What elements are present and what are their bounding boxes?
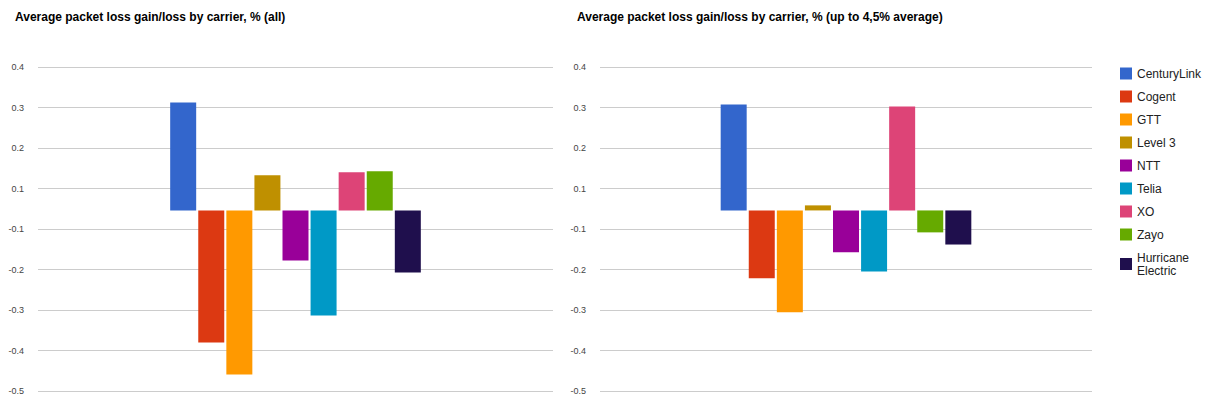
svg-text:Telia: Telia — [1137, 182, 1162, 196]
svg-text:Zayo: Zayo — [1137, 228, 1164, 242]
svg-text:-0.2: -0.2 — [8, 265, 24, 275]
svg-text:0.2: 0.2 — [11, 143, 24, 153]
svg-text:-0.3: -0.3 — [8, 305, 24, 315]
svg-text:Average packet loss gain/loss: Average packet loss gain/loss by carrier… — [15, 10, 285, 24]
svg-text:-0.5: -0.5 — [570, 386, 586, 396]
svg-text:-0.1: -0.1 — [570, 224, 586, 234]
svg-text:-0.4: -0.4 — [570, 346, 586, 356]
svg-text:Hurricane: Hurricane — [1137, 251, 1192, 265]
svg-text:0.1: 0.1 — [573, 184, 586, 194]
svg-text:-0.3: -0.3 — [570, 305, 586, 315]
svg-text:0.2: 0.2 — [573, 143, 586, 153]
svg-text:-0.4: -0.4 — [8, 346, 24, 356]
svg-text:0.3: 0.3 — [11, 103, 24, 113]
svg-text:-0.2: -0.2 — [570, 265, 586, 275]
svg-text:0.1: 0.1 — [11, 184, 24, 194]
svg-text:Electric: Electric — [1137, 264, 1176, 278]
svg-text:0.3: 0.3 — [573, 103, 586, 113]
svg-text:Average packet loss gain/loss: Average packet loss gain/loss by carrier… — [577, 10, 943, 24]
svg-text:Level 3: Level 3 — [1137, 136, 1176, 150]
svg-text:XO: XO — [1137, 205, 1154, 219]
svg-text:-0.5: -0.5 — [8, 386, 24, 396]
svg-text:-0.1: -0.1 — [8, 224, 24, 234]
svg-text:0.4: 0.4 — [573, 62, 586, 72]
svg-text:NTT: NTT — [1137, 159, 1161, 173]
svg-text:GTT: GTT — [1137, 113, 1162, 127]
svg-text:0.4: 0.4 — [11, 62, 24, 72]
svg-text:Cogent: Cogent — [1137, 90, 1176, 104]
svg-text:CenturyLink: CenturyLink — [1137, 67, 1202, 81]
